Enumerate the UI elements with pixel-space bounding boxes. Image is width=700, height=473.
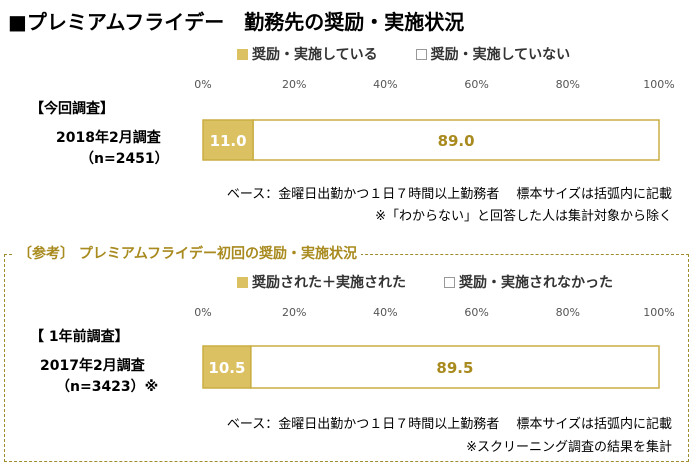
note-1a: ベース：金曜日出勤かつ１日７時間以上勤務者 標本サイズは括弧内に記載: [226, 187, 672, 202]
row-label-1a: 2018年2月調査: [56, 130, 161, 146]
x-tick-label: 40%: [373, 78, 397, 91]
bar-segment: [202, 345, 252, 389]
x-tick-label: 20%: [282, 306, 306, 319]
legend-2: 奨励された＋実施された 奨励・実施されなかった: [237, 272, 613, 292]
legend-item-1b: 奨励・実施していない: [430, 47, 571, 63]
legend-swatch-empty: [415, 48, 427, 60]
data-label: 89.5: [436, 359, 473, 377]
legend-1: 奨励・実施している 奨励・実施していない: [237, 44, 570, 64]
note-2a: ベース：金曜日出勤かつ１日７時間以上勤務者 標本サイズは括弧内に記載: [226, 417, 672, 432]
x-tick-label: 20%: [282, 78, 306, 91]
legend-item-2a: 奨励された＋実施された: [252, 275, 406, 291]
x-tick-label: 100%: [643, 306, 674, 319]
bar-segment: [250, 345, 660, 389]
row-label-1b: （n=2451）: [80, 151, 169, 167]
page-title: ■プレミアムフライデー 勤務先の奨励・実施状況: [8, 10, 465, 34]
row-label-2b: （n=3423）※: [56, 379, 159, 395]
group-label-2: 【 1年前調査】: [30, 329, 129, 345]
legend-item-1a: 奨励・実施している: [252, 47, 378, 63]
row-label-2a: 2017年2月調査: [40, 358, 145, 374]
x-tick-label: 100%: [643, 78, 674, 91]
data-label: 11.0: [210, 132, 247, 150]
bar-segment: [252, 119, 660, 161]
group-label-1: 【今回調査】: [30, 101, 114, 117]
x-tick-label: 60%: [464, 78, 488, 91]
note-1b: ※「わからない」と回答した人は集計対象から除く: [375, 209, 672, 224]
legend-item-2b: 奨励・実施されなかった: [459, 275, 613, 291]
x-tick-label: 0%: [194, 78, 211, 91]
bar-segment: [202, 119, 254, 161]
legend-swatch-empty: [444, 276, 455, 288]
legend-swatch-filled: [237, 276, 248, 288]
data-label: 10.5: [208, 359, 245, 377]
legend-swatch-filled: [237, 48, 248, 60]
reference-title: 〔参考〕 プレミアムフライデー初回の奨励・実施状況: [14, 243, 362, 263]
note-2b: ※スクリーニング調査の結果を集計: [466, 440, 672, 455]
x-tick-label: 40%: [373, 306, 397, 319]
x-tick-label: 80%: [556, 306, 580, 319]
x-tick-label: 60%: [464, 306, 488, 319]
x-tick-label: 0%: [194, 306, 211, 319]
data-label: 89.0: [438, 132, 475, 150]
x-tick-label: 80%: [556, 78, 580, 91]
